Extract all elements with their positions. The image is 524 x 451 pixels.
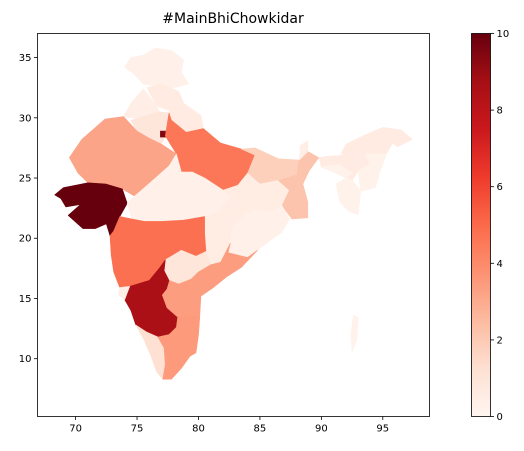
colorbar-tick-label: 4 (497, 259, 503, 270)
map-axes: 70 75 80 85 90 95 10 15 20 25 30 35 (19, 33, 430, 435)
region-nagaland-manipur (357, 153, 387, 192)
y-tick-label: 30 (19, 113, 32, 124)
region-jammu-kashmir (124, 47, 189, 88)
x-axis-ticks: 70 75 80 85 90 95 (69, 416, 389, 435)
y-tick-label: 25 (19, 174, 32, 185)
region-andaman-nicobar (350, 314, 359, 352)
colorbar-tick-label: 0 (497, 412, 503, 423)
x-tick-label: 80 (192, 424, 205, 435)
region-arunachal-pradesh (340, 127, 413, 156)
state-regions (54, 47, 413, 380)
x-tick-label: 75 (131, 424, 144, 435)
colorbar-tick-label: 6 (497, 182, 503, 193)
colorbar-tick-label: 8 (497, 106, 503, 117)
colorbar-ticks: 0 2 4 6 8 10 (490, 29, 510, 423)
y-tick-label: 20 (19, 234, 32, 245)
axes-frame (37, 33, 430, 417)
y-tick-label: 10 (19, 354, 32, 365)
region-meghalaya (321, 164, 353, 179)
map-title: #MainBhiChowkidar (162, 11, 304, 27)
region-mizoram-tripura (335, 177, 362, 215)
region-sikkim (298, 140, 309, 161)
x-tick-label: 70 (69, 424, 82, 435)
x-tick-label: 95 (376, 424, 389, 435)
region-tamil-nadu (157, 316, 200, 380)
colorbar-gradient (471, 33, 491, 417)
region-karnataka (124, 259, 178, 338)
y-tick-label: 15 (19, 294, 32, 305)
region-goa (118, 286, 130, 301)
colorbar-tick-label: 2 (497, 335, 503, 346)
y-axis-ticks: 10 15 20 25 30 35 (19, 53, 38, 365)
y-tick-label: 35 (19, 53, 32, 64)
colorbar: 0 2 4 6 8 10 (471, 29, 510, 423)
x-tick-label: 90 (315, 424, 328, 435)
x-tick-label: 85 (254, 424, 267, 435)
colorbar-tick-label: 10 (497, 29, 510, 40)
